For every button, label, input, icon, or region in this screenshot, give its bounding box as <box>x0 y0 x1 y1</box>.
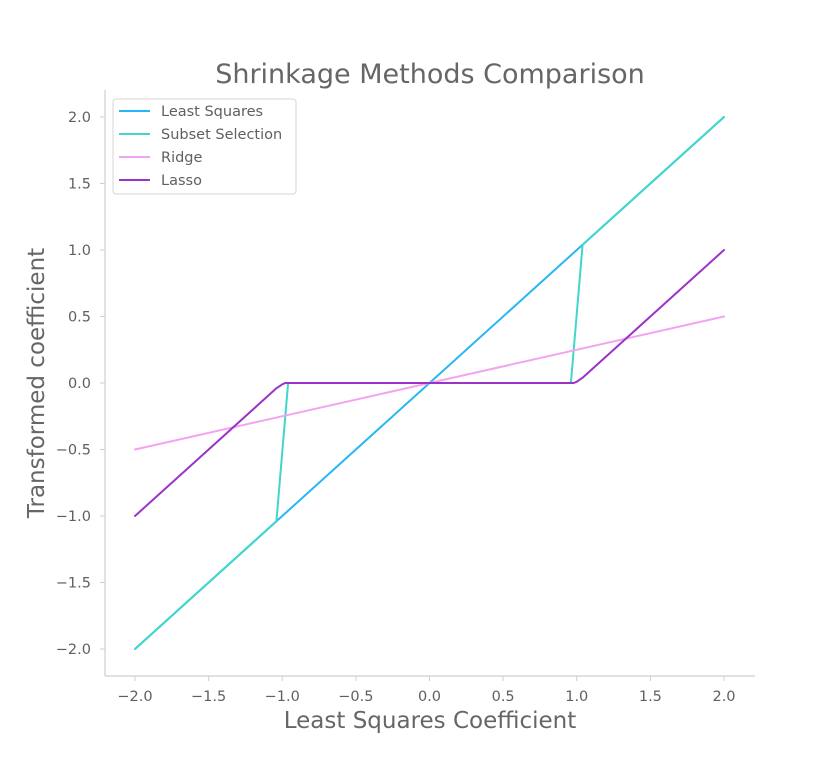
y-tick-label: 0.5 <box>68 310 91 326</box>
y-ticks: −2.0 −1.5 −1.0 −0.5 0.0 0.5 1.0 1.5 2.0 <box>56 110 105 658</box>
x-tick-label: −1.5 <box>191 689 226 705</box>
y-tick-label: −1.0 <box>56 509 91 525</box>
y-tick-label: 0.0 <box>68 376 91 392</box>
legend-label-ridge: Ridge <box>161 150 203 166</box>
series-line-lasso <box>134 249 725 517</box>
x-tick-label: 1.5 <box>639 689 662 705</box>
legend-box <box>112 98 297 195</box>
legend-label-lasso: Lasso <box>161 173 202 189</box>
x-ticks: −2.0 −1.5 −1.0 −0.5 0.0 0.5 1.0 1.5 2.0 <box>117 676 736 705</box>
x-tick-label: 2.0 <box>712 689 735 705</box>
y-tick-label: 1.0 <box>68 243 91 259</box>
y-tick-label: 2.0 <box>68 110 91 126</box>
series-group <box>134 116 725 650</box>
x-tick-label: 0.5 <box>492 689 515 705</box>
chart-title: Shrinkage Methods Comparison <box>215 59 645 90</box>
y-axis-title: Transformed coefficient <box>24 248 50 519</box>
y-tick-label: −0.5 <box>56 443 91 459</box>
legend-items: Least Squares Subset Selection Ridge Lasso <box>119 104 282 189</box>
x-tick-label: −1.0 <box>265 689 300 705</box>
y-tick-label: −1.5 <box>56 576 91 592</box>
x-tick-label: 0.0 <box>418 689 441 705</box>
legend: Least Squares Subset Selection Ridge Lasso <box>112 98 297 195</box>
y-tick-label: −2.0 <box>56 642 91 658</box>
x-tick-label: −0.5 <box>338 689 373 705</box>
x-axis-title: Least Squares Coefficient <box>284 708 577 734</box>
legend-label-least-squares: Least Squares <box>161 104 263 120</box>
x-tick-label: −2.0 <box>117 689 152 705</box>
x-tick-label: 1.0 <box>565 689 588 705</box>
legend-label-subset-selection: Subset Selection <box>161 127 282 143</box>
y-tick-label: 1.5 <box>68 177 91 193</box>
